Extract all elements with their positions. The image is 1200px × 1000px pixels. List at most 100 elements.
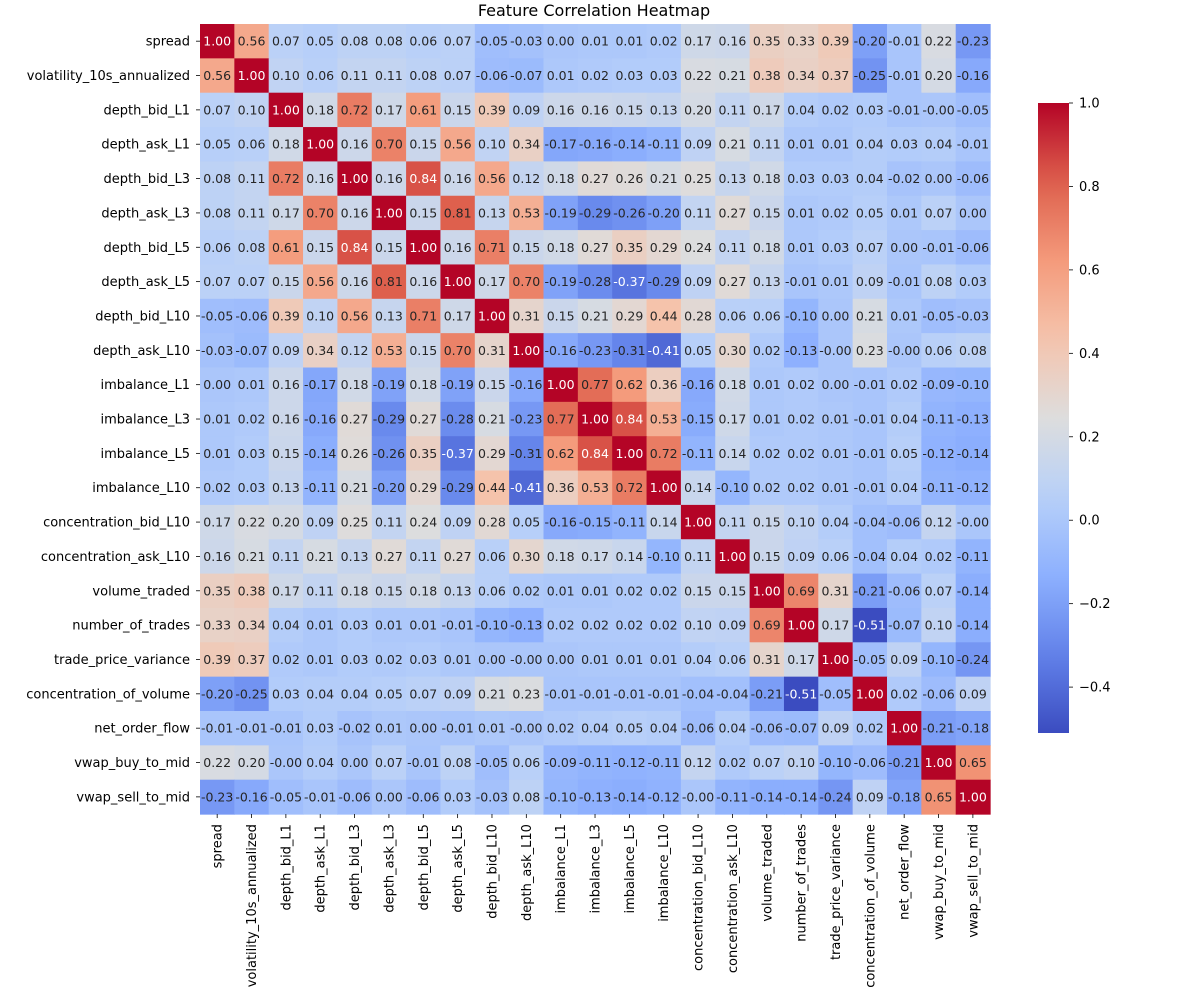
cell-value-label: -0.14 [613, 789, 645, 804]
heatmap-cell [715, 92, 751, 128]
cell-value-label: 0.11 [718, 240, 746, 255]
heatmap-cell [509, 264, 545, 300]
cell-value-label: -0.01 [854, 480, 886, 495]
x-tick-label: depth_ask_L10 [520, 824, 535, 921]
x-tick-label: imbalance_L5 [623, 824, 638, 913]
heatmap-cell [852, 333, 888, 369]
cell-value-label: -0.09 [544, 755, 576, 770]
cell-value-label: 0.56 [444, 137, 472, 152]
heatmap-cell [612, 127, 648, 162]
cell-value-label: 0.04 [581, 721, 609, 736]
heatmap-cell [543, 504, 579, 540]
cell-value-label: -0.10 [544, 789, 576, 804]
cell-value-label: 0.02 [203, 480, 231, 495]
cell-value-label: -0.20 [201, 686, 233, 701]
cell-value-label: 0.01 [787, 205, 815, 220]
heatmap-cell [337, 470, 373, 506]
heatmap-cell [371, 24, 407, 59]
cell-value-label: 0.16 [203, 549, 231, 564]
cell-value-label: 0.62 [615, 377, 643, 392]
y-tick-label: depth_bid_L1 [104, 103, 190, 118]
heatmap-cell [749, 333, 785, 369]
heatmap-cell [509, 298, 545, 334]
heatmap-cell [577, 573, 613, 609]
heatmap-cell [646, 573, 682, 609]
cell-value-label: 0.06 [238, 137, 266, 152]
heatmap-cell [509, 92, 545, 128]
heatmap-cell [406, 436, 442, 472]
heatmap-cell [268, 676, 304, 712]
cell-value-label: -0.01 [441, 721, 473, 736]
cell-value-label: -0.14 [785, 789, 817, 804]
heatmap-cell [337, 264, 373, 300]
cell-value-label: 0.01 [203, 412, 231, 427]
cell-value-label: 0.72 [272, 171, 300, 186]
cell-value-label: 0.11 [272, 549, 300, 564]
heatmap-cell [337, 504, 373, 540]
heatmap-cell [818, 436, 854, 472]
cell-value-label: 0.21 [581, 308, 609, 323]
cell-value-label: 0.22 [203, 755, 231, 770]
heatmap-cell [509, 367, 545, 403]
x-tick-label: vwap_sell_to_mid [966, 824, 981, 938]
heatmap-cell [646, 711, 682, 746]
cell-value-label: -0.01 [888, 68, 920, 83]
colorbar-tick-label: 0.8 [1079, 180, 1100, 195]
cell-value-label: -0.01 [579, 686, 611, 701]
heatmap-cell [612, 779, 648, 815]
heatmap-cell [268, 504, 304, 540]
heatmap-cell [783, 504, 819, 540]
heatmap-cell [509, 24, 545, 59]
heatmap-cell [371, 436, 407, 472]
heatmap-cell [612, 470, 648, 506]
cell-value-label: 0.09 [444, 515, 472, 530]
cell-value-label: -0.31 [613, 343, 645, 358]
heatmap-cell [200, 470, 235, 506]
heatmap-cell [200, 436, 235, 472]
heatmap-cell [234, 264, 270, 300]
heatmap-cell [200, 92, 235, 128]
heatmap-cell [955, 127, 991, 162]
y-tick-label: concentration_of_volume [26, 687, 190, 702]
heatmap-cell [440, 539, 476, 575]
cell-value-label: -0.26 [373, 446, 405, 461]
heatmap-cell [749, 436, 785, 472]
heatmap-cell [268, 711, 304, 746]
heatmap-cell [200, 24, 235, 59]
heatmap-cell [303, 92, 338, 128]
cell-value-label: 0.02 [925, 549, 953, 564]
heatmap-cell [646, 401, 682, 437]
cell-value-label: 0.13 [478, 205, 506, 220]
heatmap-cell [234, 127, 270, 162]
heatmap-cell [887, 539, 922, 575]
y-tick-label: concentration_ask_L10 [41, 550, 190, 565]
cell-value-label: 0.04 [856, 137, 884, 152]
cell-value-label: -0.06 [476, 68, 508, 83]
cell-value-label: 0.14 [684, 480, 712, 495]
heatmap-cell [887, 676, 922, 712]
y-tick-label: imbalance_L3 [101, 413, 190, 428]
heatmap-cell [371, 161, 407, 197]
heatmap-cell [337, 92, 373, 128]
heatmap-cell [234, 401, 270, 437]
heatmap-cell [921, 298, 957, 334]
cell-value-label: 0.09 [856, 274, 884, 289]
cell-value-label: 0.01 [581, 652, 609, 667]
heatmap-cell [818, 745, 854, 781]
heatmap-cell [680, 401, 716, 437]
heatmap-cell [337, 676, 373, 712]
cell-value-label: 0.02 [512, 583, 540, 598]
cell-value-label: 1.00 [684, 515, 712, 530]
heatmap-cell [955, 470, 991, 506]
heatmap-cell [303, 470, 338, 506]
heatmap-cell [783, 711, 819, 746]
heatmap-cell [474, 92, 510, 128]
heatmap-cell [577, 127, 613, 162]
heatmap-cell [234, 24, 270, 59]
cell-value-label: 1.00 [581, 412, 609, 427]
cell-value-label: -0.23 [201, 789, 233, 804]
heatmap-cell [474, 58, 510, 94]
heatmap-cell [612, 195, 648, 231]
cell-value-label: -0.23 [579, 343, 611, 358]
cell-value-label: 0.11 [375, 515, 403, 530]
